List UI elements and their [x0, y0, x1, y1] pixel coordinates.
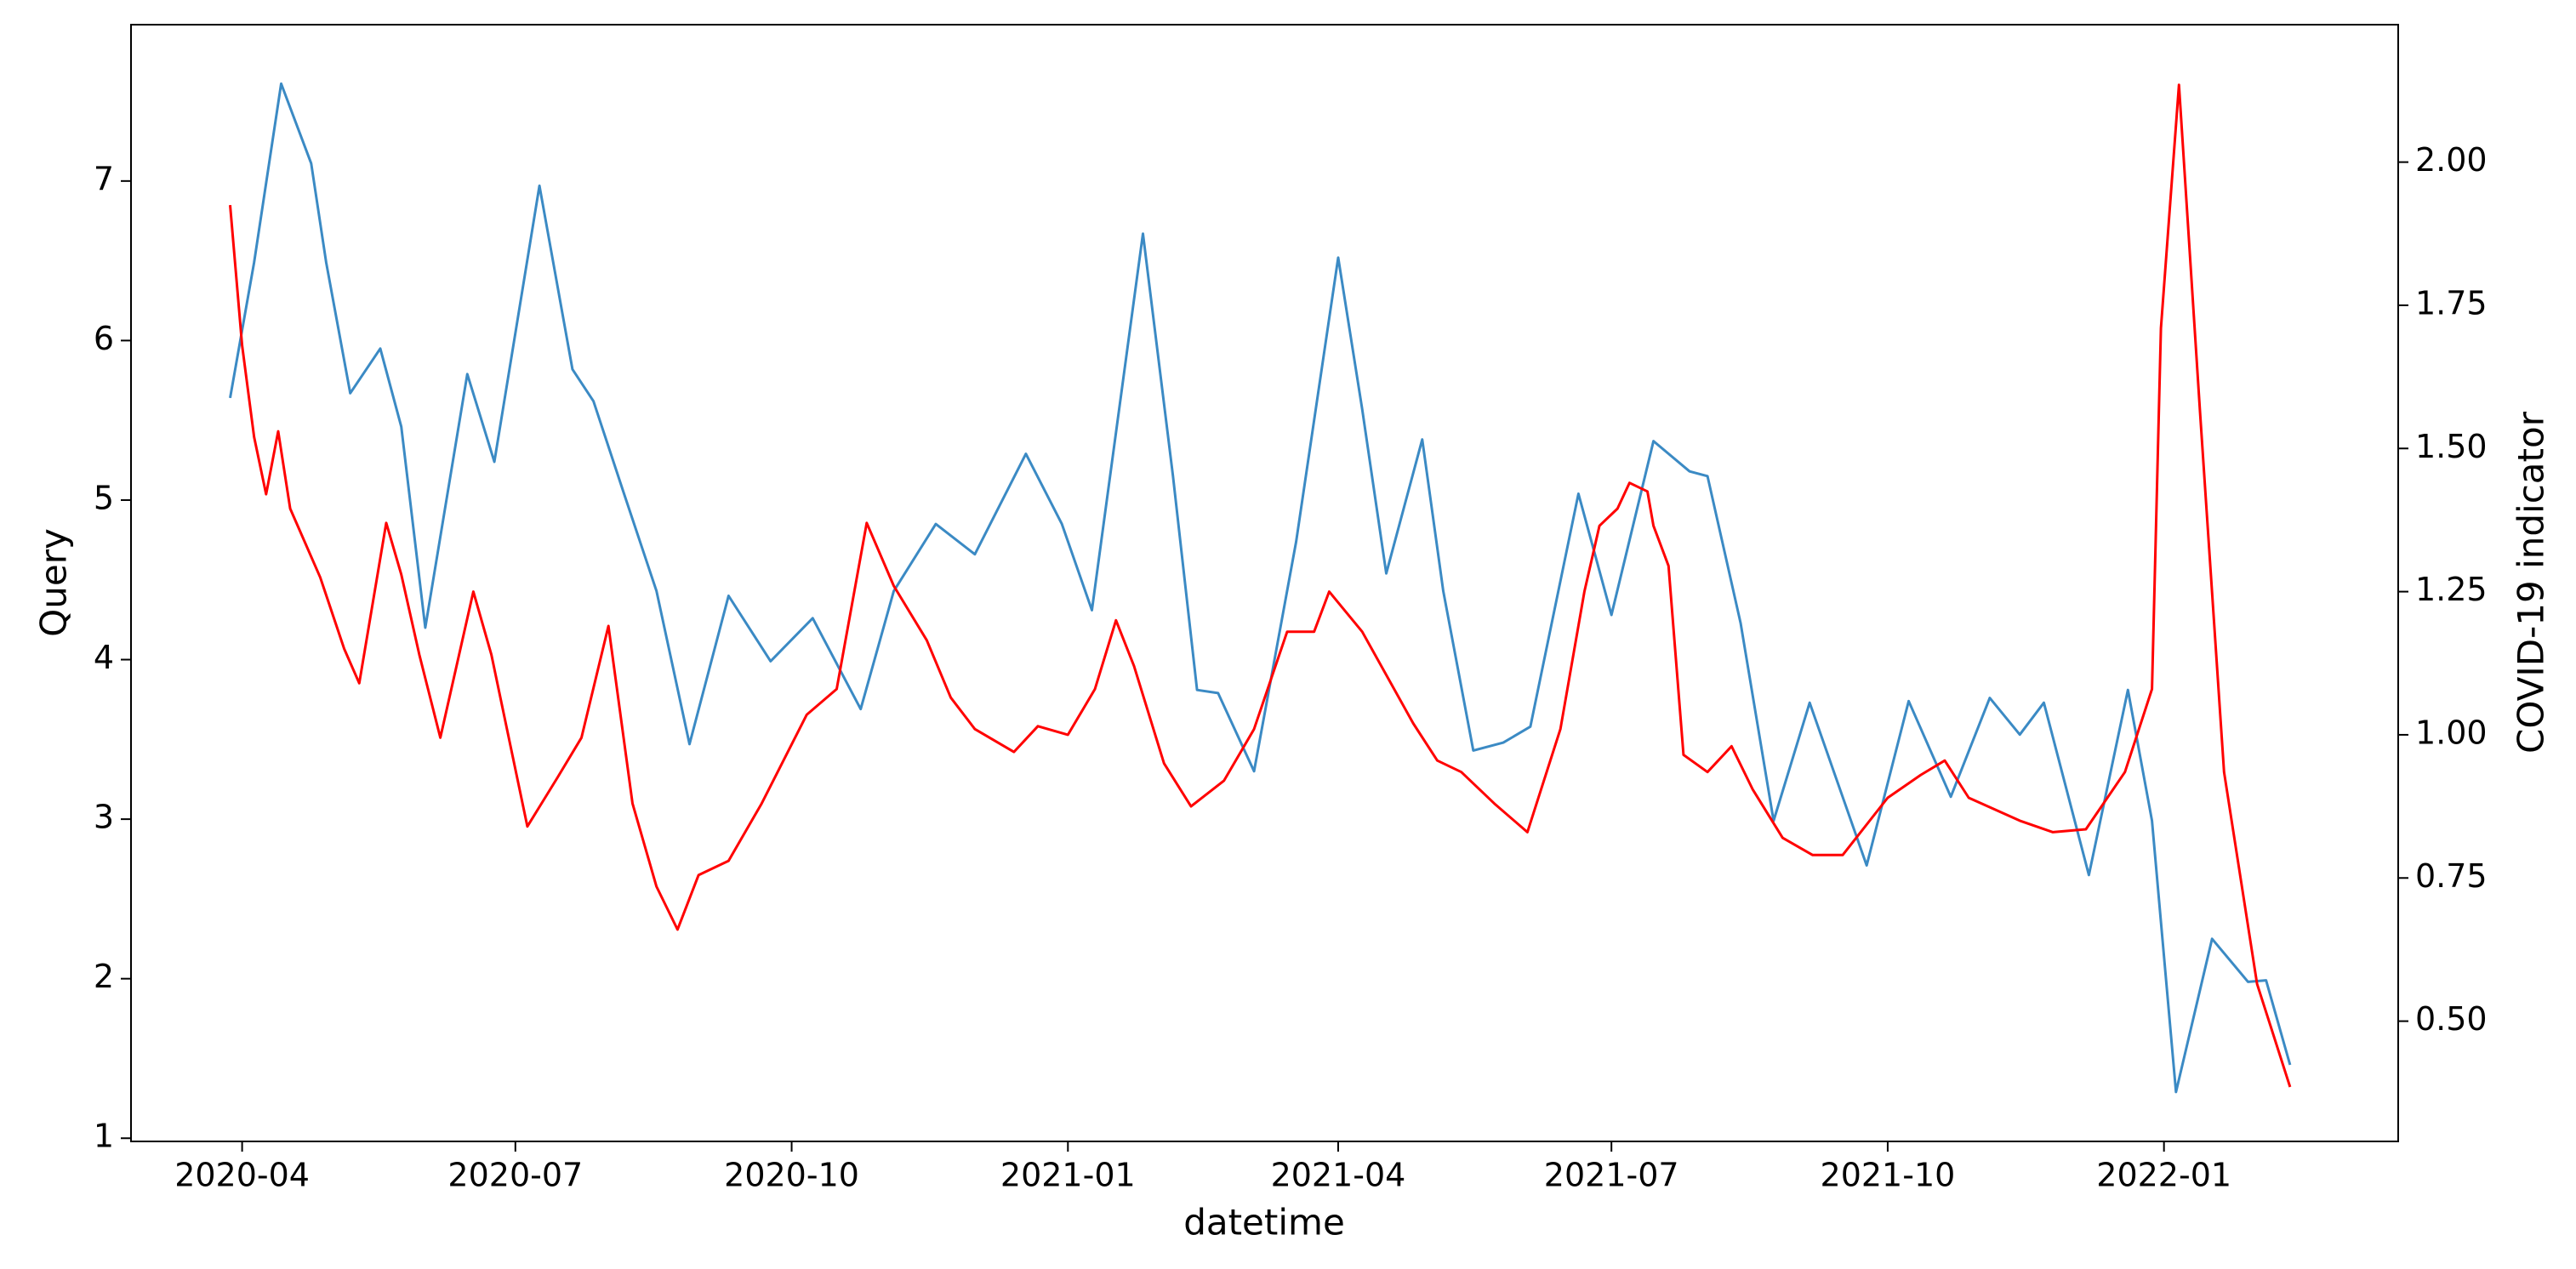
x-tick-label: 2020-04 [174, 1157, 310, 1194]
y-tick-label: 3 [94, 799, 114, 836]
y2-tick-label: 1.25 [2415, 571, 2488, 608]
y-tick-label: 5 [94, 479, 114, 516]
y2-tick-label: 1.75 [2415, 284, 2488, 322]
y-tick-label: 4 [94, 639, 114, 676]
x-tick-label: 2021-10 [1821, 1157, 1956, 1194]
y-axis-label: Query [33, 528, 75, 637]
y2-axis-label: COVID-19 indicator [2510, 411, 2552, 754]
x-tick-label: 2021-04 [1271, 1157, 1406, 1194]
series-line [229, 83, 2292, 1088]
y-tick-label: 6 [94, 320, 114, 357]
x-tick-label: 2020-07 [447, 1157, 583, 1194]
x-tick-label: 2020-10 [724, 1157, 859, 1194]
y-tick-label: 1 [94, 1118, 114, 1155]
plot-frame [130, 24, 2399, 1142]
x-tick-label: 2022-01 [2096, 1157, 2231, 1194]
y2-tick-label: 1.00 [2415, 714, 2488, 751]
x-tick-label: 2021-01 [1000, 1157, 1136, 1194]
y2-tick-label: 0.75 [2415, 857, 2488, 895]
y-tick-label: 7 [94, 160, 114, 197]
y-tick-label: 2 [94, 958, 114, 995]
x-tick-label: 2021-07 [1544, 1157, 1679, 1194]
y2-tick-label: 2.00 [2415, 141, 2488, 179]
x-axis-label: datetime [1183, 1202, 1345, 1243]
y2-tick-label: 1.50 [2415, 428, 2488, 465]
y2-tick-label: 0.50 [2415, 1000, 2488, 1038]
series-line [229, 82, 2292, 1094]
